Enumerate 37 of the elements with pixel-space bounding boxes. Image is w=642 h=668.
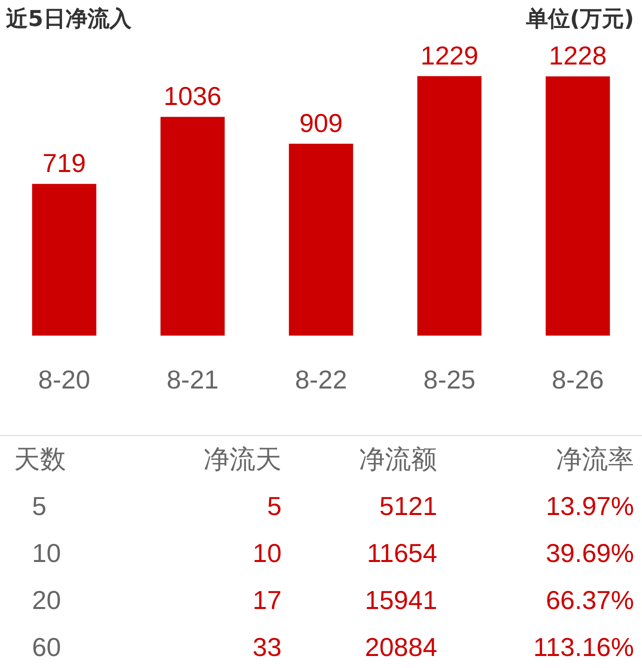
bar: [288, 144, 354, 336]
data-label: 20884: [364, 631, 438, 664]
text: 净流天: [202, 443, 283, 476]
data-label: 1228: [548, 40, 607, 71]
data-label: 5: [31, 490, 48, 523]
data-label: 11654: [366, 537, 438, 570]
data-label: 719: [42, 148, 86, 178]
x-tick-label: 8-20: [38, 364, 90, 395]
x-tick-label: 8-25: [423, 364, 476, 395]
data-label: 17: [252, 584, 283, 617]
bar: [546, 76, 610, 336]
category-label: 60: [31, 631, 62, 664]
data-label: 39.69%: [544, 537, 635, 570]
x-tick-label: 8-22: [294, 364, 348, 395]
text: 天数: [13, 443, 67, 476]
data-label: 66.37%: [544, 584, 635, 617]
data-label: 33: [252, 631, 283, 664]
chart-title: 近5日净流入: [6, 6, 132, 34]
chart-subtitle: 单位(万元): [526, 6, 634, 34]
bar: [32, 184, 96, 336]
category-label: 20: [31, 584, 62, 617]
x-tick-label: 8-26: [552, 364, 604, 395]
text: 净流率: [555, 443, 635, 476]
bar: [417, 76, 482, 336]
data-label: 10: [31, 537, 62, 570]
x-tick-label: 8-21: [166, 364, 219, 395]
data-label: 113.16%: [532, 631, 635, 664]
data-label: 1229: [420, 40, 478, 70]
text: 净流额: [358, 443, 438, 476]
bar: [160, 116, 225, 336]
data-label: 5121: [378, 490, 438, 523]
data-label: 1036: [164, 81, 222, 112]
data-label: 13.97%: [544, 490, 635, 523]
data-label: 909: [299, 108, 343, 138]
category-label: 5: [266, 490, 283, 523]
category-label: 10: [252, 537, 283, 570]
data-label: 15941: [364, 584, 438, 617]
